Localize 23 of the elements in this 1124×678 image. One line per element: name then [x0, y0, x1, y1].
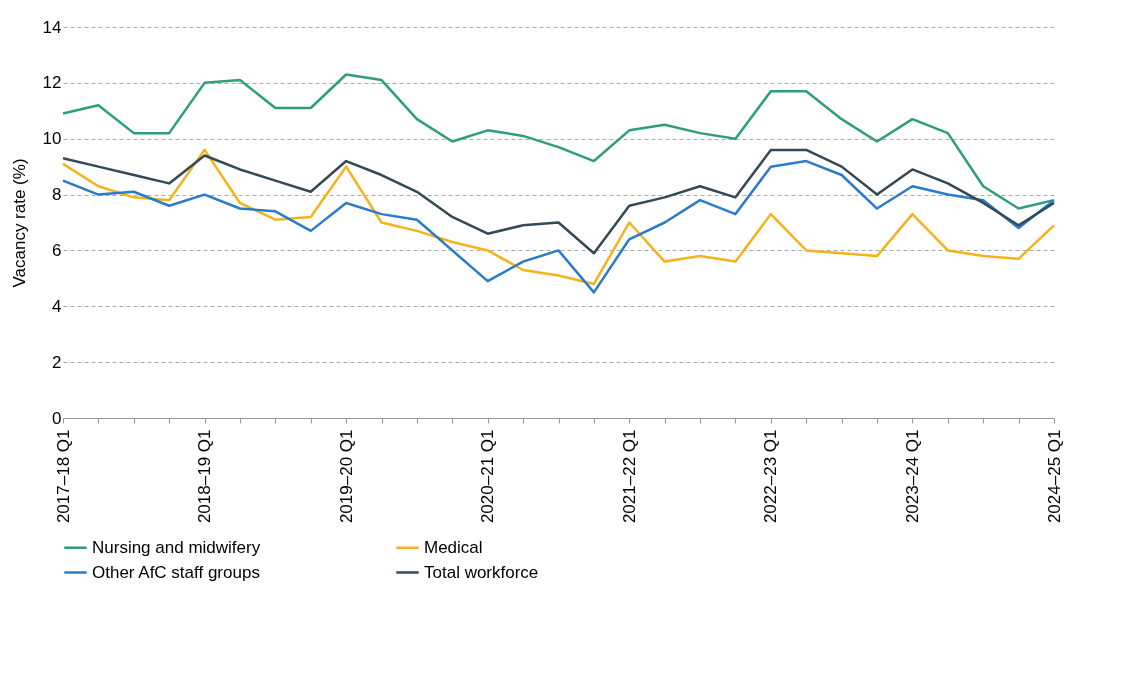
legend-label: Other AfC staff groups: [92, 562, 260, 582]
y-tick-label: 8: [52, 185, 62, 205]
y-tick-label: 10: [42, 129, 62, 149]
x-tick-label: 2022–23 Q1: [761, 429, 781, 524]
x-tick-label: 2023–24 Q1: [902, 429, 922, 524]
y-tick-label: 4: [52, 296, 62, 316]
y-axis-title: Vacancy rate (%): [9, 158, 29, 288]
y-tick-label: 2: [52, 352, 62, 372]
x-tick-label: 2024–25 Q1: [1044, 429, 1064, 524]
y-tick-label: 0: [52, 408, 62, 428]
legend-label: Nursing and midwifery: [92, 537, 261, 557]
y-tick-label: 6: [52, 240, 62, 260]
y-tick-label: 12: [42, 73, 62, 93]
x-tick-label: 2021–22 Q1: [619, 429, 639, 524]
x-tick-label: 2018–19 Q1: [195, 429, 215, 524]
line-series: [61, 148, 1056, 255]
x-tick-label: 2020–21 Q1: [478, 429, 498, 524]
line-series: [61, 73, 1056, 210]
legend-label: Medical: [424, 537, 483, 557]
x-tick-label: 2017–18 Q1: [53, 429, 73, 524]
y-tick-label: 14: [42, 17, 62, 37]
legend-label: Total workforce: [424, 562, 539, 582]
x-tick-label: 2019–20 Q1: [336, 429, 356, 524]
